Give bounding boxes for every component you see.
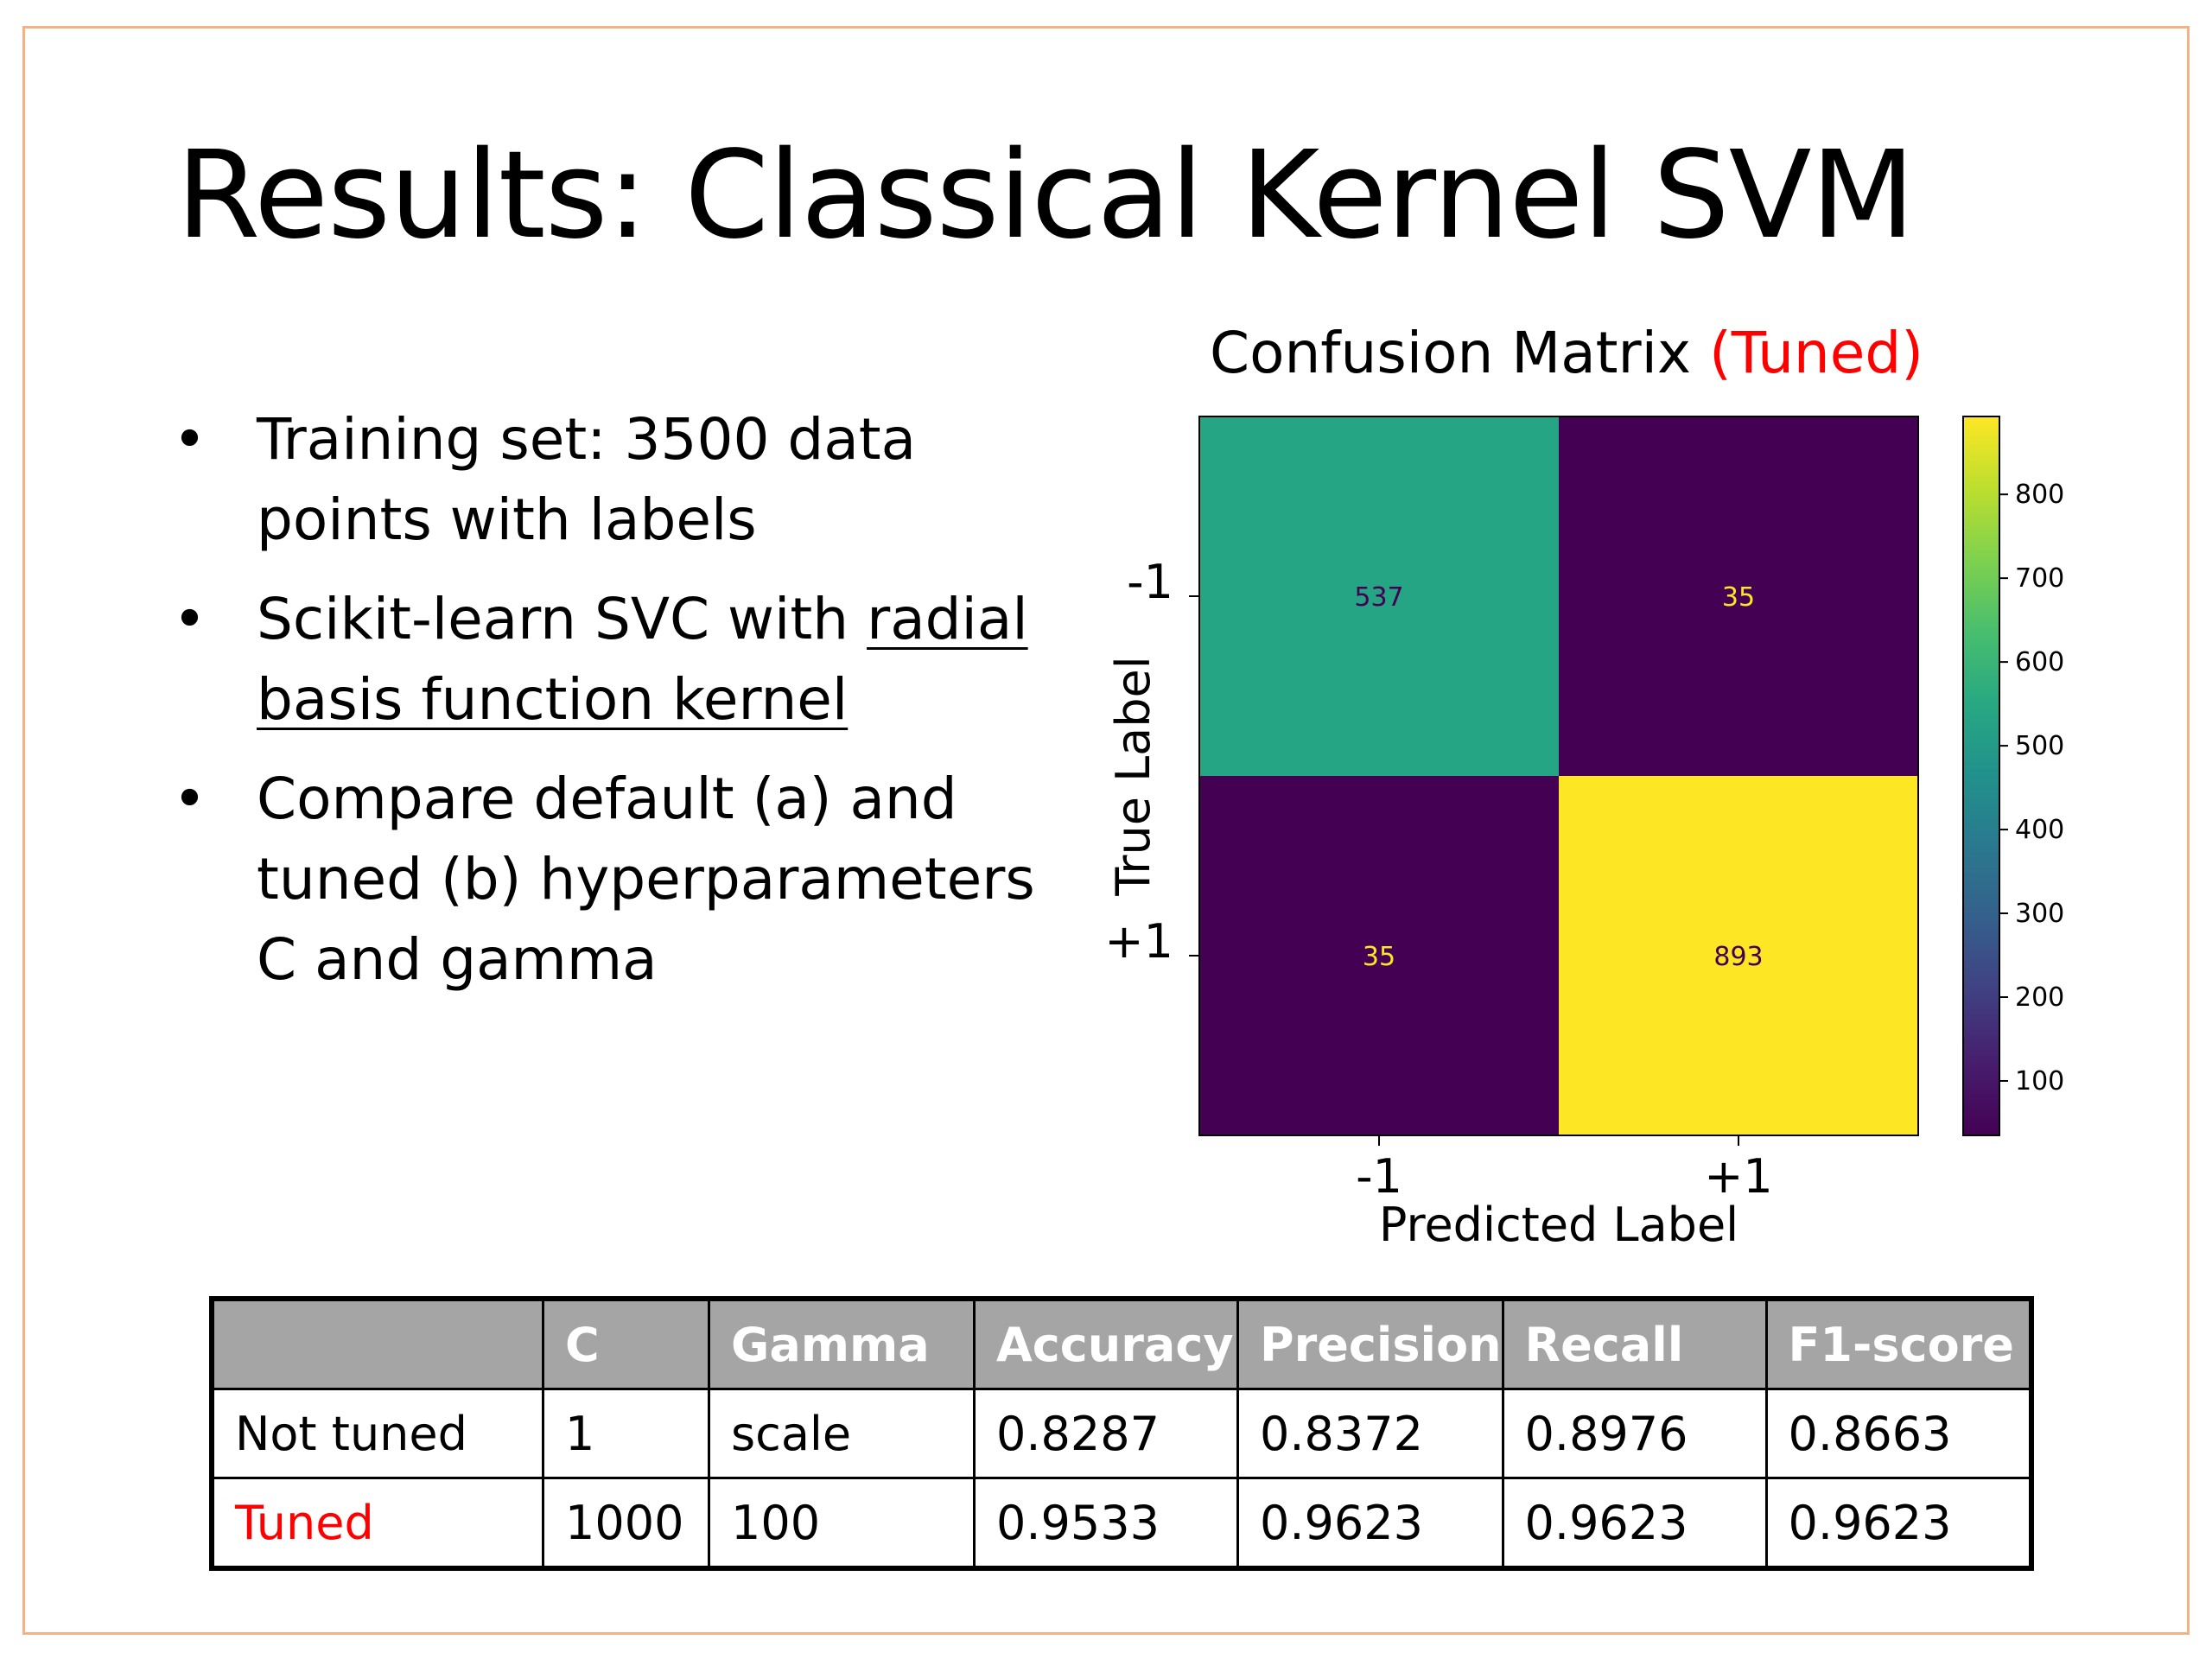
matrix-cell: [1199, 776, 1559, 1135]
cell-value-label: 35: [1363, 942, 1395, 972]
table-row: Not tuned 1 scale 0.8287 0.8372 0.8976 0…: [210, 1388, 2033, 1479]
confusion-matrix-title-tuned: (Tuned): [1709, 320, 1924, 386]
cell-recall: 0.8976: [1501, 1388, 1768, 1479]
metrics-table: C Gamma Accuracy Precision Recall F1-sco…: [209, 1296, 2034, 1571]
bullet-compare-hyperparameters: • Compare default (a) and tuned (b) hype…: [173, 759, 1037, 1000]
bullet-dot: •: [173, 406, 207, 473]
confusion-matrix-title: Confusion Matrix (Tuned): [1210, 320, 1923, 386]
cell-value-label: 35: [1722, 582, 1755, 613]
table-header-c: C: [542, 1297, 710, 1390]
colorbar-tick-label: 700: [2015, 563, 2064, 594]
cell-accuracy: 0.9533: [973, 1477, 1239, 1570]
cell-precision: 0.8372: [1236, 1388, 1504, 1479]
cell-f1: 0.9623: [1764, 1477, 2033, 1570]
colorbar-tick-label: 500: [2015, 731, 2064, 761]
y-axis-label: True Label: [1106, 656, 1160, 897]
colorbar-tick-label: 400: [2015, 815, 2064, 845]
colorbar-tick-label: 600: [2015, 647, 2064, 677]
x-axis-label: Predicted Label: [1379, 1198, 1738, 1252]
row-label-tuned: Tuned: [210, 1477, 544, 1570]
table-header-accuracy: Accuracy: [973, 1297, 1239, 1390]
bullet-list: • Training set: 3500 data points with la…: [173, 399, 1037, 1019]
rbf-kernel-link[interactable]: radial basis function kernel: [257, 586, 1028, 733]
table-header-precision: Precision: [1236, 1297, 1504, 1390]
bullet-text: Scikit-learn SVC with: [257, 586, 868, 652]
matrix-cell: [1559, 416, 1918, 776]
cell-c: 1: [542, 1388, 710, 1479]
colorbar-tick-label: 800: [2015, 480, 2064, 510]
y-tick-label: +1: [1104, 914, 1173, 969]
bullet-dot: •: [173, 766, 207, 832]
cell-gamma: 100: [708, 1477, 976, 1570]
slide-title: Results: Classical Kernel SVM: [176, 125, 1915, 266]
cell-accuracy: 0.8287: [973, 1388, 1239, 1479]
x-tick-label: +1: [1704, 1149, 1773, 1204]
matrix-frame: [1198, 416, 1919, 1136]
bullet-training-set: • Training set: 3500 data points with la…: [173, 399, 1037, 560]
bullet-text: Training set: 3500 data points with labe…: [257, 406, 917, 553]
cell-recall: 0.9623: [1501, 1477, 1768, 1570]
table-header-empty: [210, 1297, 544, 1390]
cell-precision: 0.9623: [1236, 1477, 1504, 1570]
bullet-svc-kernel: • Scikit-learn SVC with radial basis fun…: [173, 579, 1037, 740]
table-row: Tuned 1000 100 0.9533 0.9623 0.9623 0.96…: [210, 1477, 2033, 1570]
bullet-text: Compare default (a) and tuned (b) hyperp…: [257, 766, 1035, 993]
matrix-cell: [1559, 776, 1918, 1135]
bullet-dot: •: [173, 586, 207, 652]
matrix-cell: [1199, 416, 1559, 776]
slide-border: [22, 26, 2190, 1635]
table-header-row: C Gamma Accuracy Precision Recall F1-sco…: [210, 1297, 2033, 1390]
colorbar-tick-label: 200: [2015, 982, 2064, 1013]
cell-c: 1000: [542, 1477, 710, 1570]
table-header-gamma: Gamma: [708, 1297, 976, 1390]
table-header-f1: F1-score: [1764, 1297, 2033, 1390]
cell-f1: 0.8663: [1764, 1388, 2033, 1479]
x-tick-label: -1: [1356, 1149, 1402, 1204]
cell-value-label: 537: [1354, 582, 1403, 613]
colorbar-tick-label: 100: [2015, 1066, 2064, 1096]
cell-value-label: 893: [1713, 942, 1763, 972]
table-header-recall: Recall: [1501, 1297, 1768, 1390]
colorbar-tick-label: 300: [2015, 899, 2064, 929]
row-label-not-tuned: Not tuned: [210, 1388, 544, 1479]
confusion-matrix-title-main: Confusion Matrix: [1210, 320, 1710, 386]
cell-gamma: scale: [708, 1388, 976, 1479]
y-tick-label: -1: [1127, 555, 1173, 609]
colorbar: [1962, 416, 2000, 1136]
